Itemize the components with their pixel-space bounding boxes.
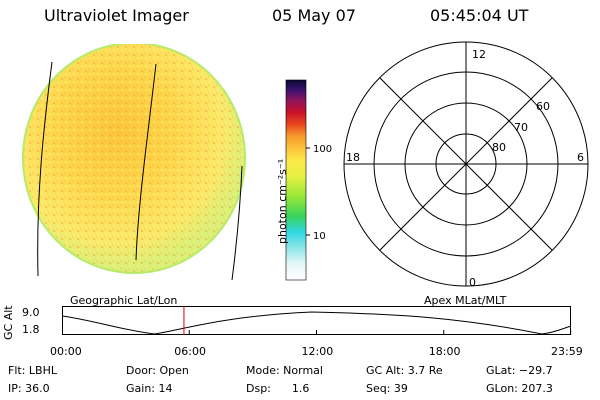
date-label: 05 May 07 xyxy=(272,6,356,25)
mlt-label-6: 6 xyxy=(577,151,584,164)
geo-label: Geographic Lat/Lon xyxy=(70,294,178,307)
colorbar-tick-100: 100 xyxy=(313,144,332,155)
timeline-ylabel: GC Alt xyxy=(2,305,15,340)
gain-info: Gain: 14 xyxy=(126,382,173,395)
mode-info: Mode: Normal xyxy=(246,364,323,377)
timeline-tick-label: 06:00 xyxy=(174,345,206,358)
door-info: Door: Open xyxy=(126,364,189,377)
mlat-label-80: 80 xyxy=(492,141,506,154)
altitude-curve xyxy=(62,311,572,335)
colorbar-unit-label: photon cm⁻²s⁻¹ xyxy=(276,158,289,244)
altitude-timeline xyxy=(62,306,572,335)
glat-info: GLat: −29.7 xyxy=(486,364,553,377)
time-label: 05:45:04 UT xyxy=(430,6,529,25)
mlt-label-12: 12 xyxy=(472,48,486,61)
geo-line xyxy=(37,61,53,277)
seq-info: Seq: 39 xyxy=(366,382,408,395)
uv-disk-image xyxy=(22,44,246,281)
geo-line xyxy=(135,63,157,261)
timeline-ymin: 1.8 xyxy=(22,323,40,336)
colorbar: 100 10 xyxy=(285,79,332,281)
mlat-label-60: 60 xyxy=(536,100,550,113)
timeline-tick-label: 18:00 xyxy=(428,345,461,358)
timeline-tick-label: 23:59 xyxy=(551,345,583,358)
geo-line xyxy=(231,165,243,281)
timeline-tick-label: 12:00 xyxy=(301,345,334,358)
mlt-label-0: 0 xyxy=(469,276,476,289)
polar-plot: 12 18 6 0 60 70 80 xyxy=(343,41,589,289)
apex-label: Apex MLat/MLT xyxy=(424,294,507,307)
colorbar-tick-10: 10 xyxy=(313,231,326,242)
mlt-label-18: 18 xyxy=(346,151,360,164)
filter-info: Flt: LBHL xyxy=(8,364,57,377)
mlat-label-70: 70 xyxy=(514,121,528,134)
instrument-title: Ultraviolet Imager xyxy=(44,6,189,25)
glon-info: GLon: 207.3 xyxy=(486,382,553,395)
ip-info: IP: 36.0 xyxy=(8,382,50,395)
dsp-info: Dsp: 1.6 xyxy=(246,382,310,395)
timeline-tick-label: 00:00 xyxy=(50,345,82,358)
timeline-ymax: 9.0 xyxy=(22,306,40,319)
gc-alt-info: GC Alt: 3.7 Re xyxy=(366,364,443,377)
